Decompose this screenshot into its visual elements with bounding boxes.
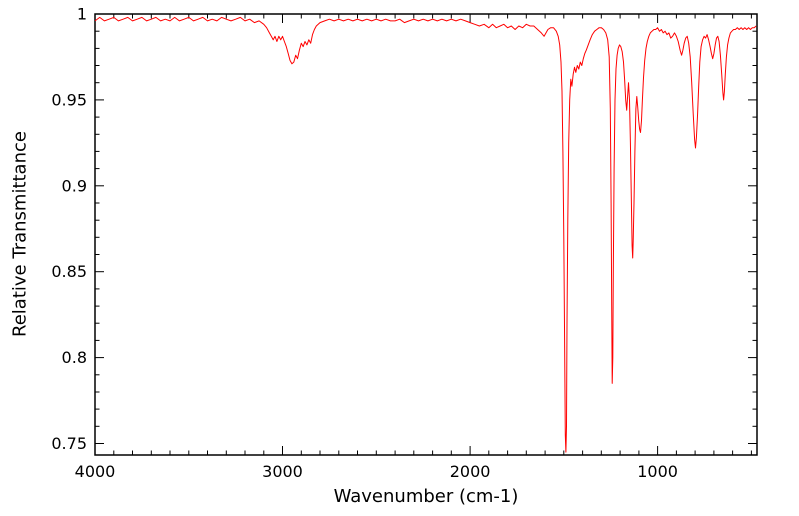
y-tick-label: 0.95 (51, 90, 87, 109)
x-tick-label: 1000 (637, 462, 678, 481)
x-tick-label: 4000 (75, 462, 116, 481)
tick-labels: 4000 3000 2000 1000 0.75 0.8 0.85 0.9 0.95 1 (51, 5, 678, 482)
y-tick-label: 0.9 (62, 176, 87, 195)
plot-border (94, 13, 758, 456)
y-tick-label: 0.8 (62, 348, 87, 367)
x-tick-label: 2000 (450, 462, 491, 481)
y-tick-label: 0.85 (51, 262, 87, 281)
y-axis-label: Relative Transmittance (9, 131, 31, 337)
x-axis-label: Wavenumber (cm-1) (333, 486, 519, 507)
axis-ticks (94, 13, 757, 455)
y-tick-label: 1 (77, 5, 87, 24)
ir-spectrum-line (94, 16, 757, 453)
y-tick-label: 0.75 (51, 434, 87, 453)
x-tick-label: 3000 (262, 462, 303, 481)
